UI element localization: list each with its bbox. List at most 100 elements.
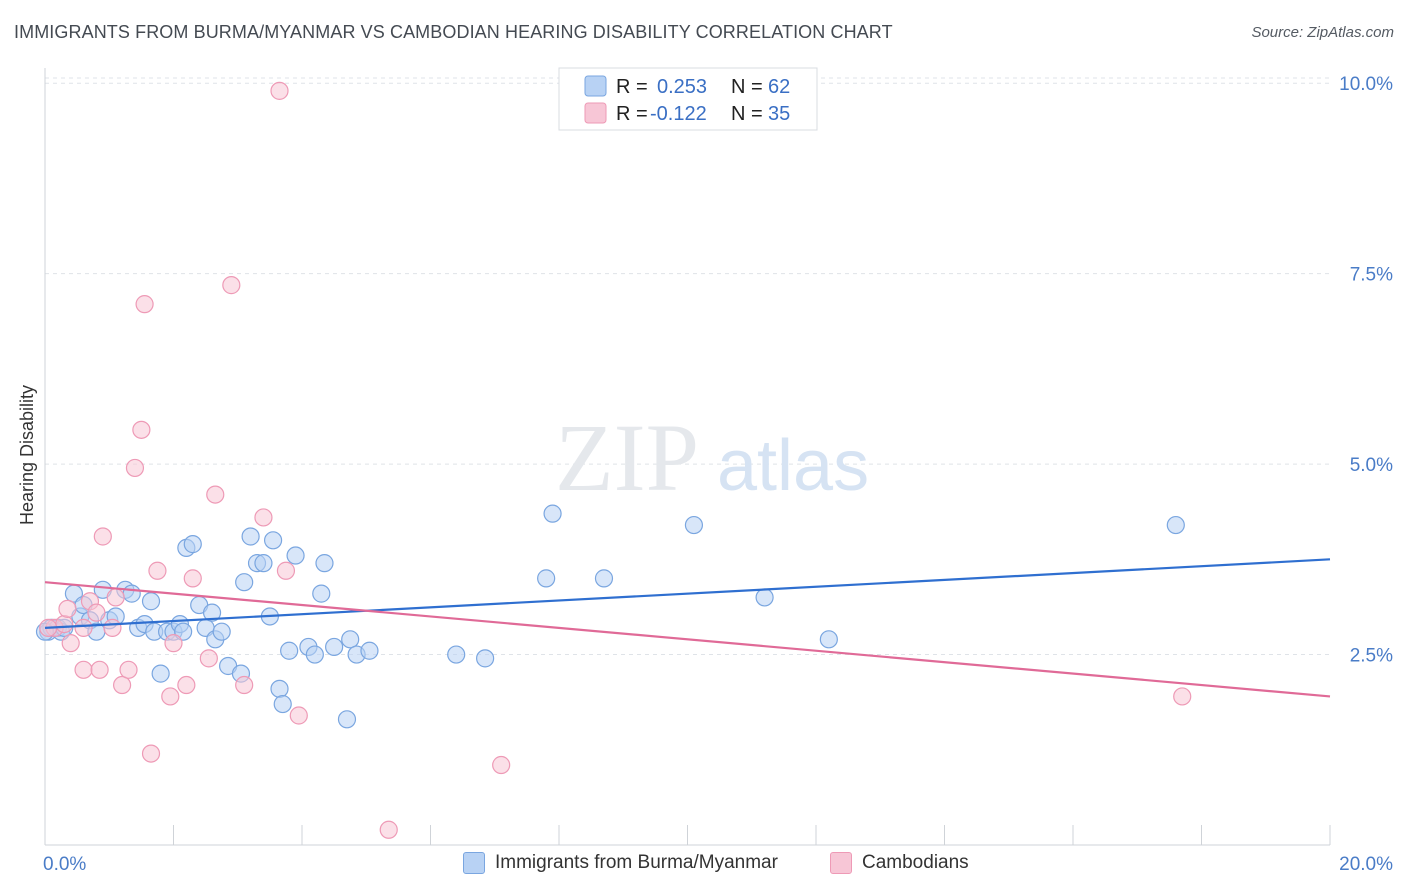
burma-point[interactable] [476, 649, 495, 668]
burma-point[interactable] [280, 641, 299, 660]
burma-point[interactable] [1166, 515, 1185, 535]
burma-point[interactable] [341, 630, 360, 649]
burma-point[interactable] [537, 569, 556, 588]
cambodian-point[interactable] [177, 675, 196, 695]
watermark-atlas: atlas [717, 426, 869, 506]
burma-point[interactable] [305, 645, 324, 664]
burma-point[interactable] [447, 645, 466, 664]
burma-point[interactable] [202, 603, 222, 622]
burma-point[interactable] [212, 622, 231, 641]
burma-point[interactable] [273, 694, 292, 714]
legend-r-label-1: R = [616, 76, 648, 98]
legend-n-label-1: N = [731, 76, 763, 98]
legend-r-label-2: R = [616, 103, 648, 125]
cambodian-point[interactable] [206, 485, 225, 504]
cambodian-point[interactable] [106, 588, 125, 607]
burma-point[interactable] [286, 546, 305, 565]
watermark-zip: ZIP [555, 404, 699, 511]
burma-point[interactable] [183, 535, 202, 554]
cambodian-point[interactable] [93, 527, 112, 546]
y-tick-label: 5.0% [1350, 455, 1393, 476]
cambodian-point[interactable] [289, 706, 308, 725]
source-credit: Source: ZipAtlas.com [1251, 24, 1394, 41]
burma-point[interactable] [312, 584, 331, 603]
burma-point[interactable] [263, 531, 283, 550]
cambodian-point[interactable] [132, 420, 151, 439]
grid-lines [45, 77, 1330, 656]
cambodian-point[interactable] [1173, 687, 1192, 706]
legend-n-value-2: 35 [768, 103, 790, 125]
cambodian-point[interactable] [141, 744, 161, 763]
series-legend: Immigrants from Burma/Myanmar Cambodians [0, 848, 1406, 878]
data-points [35, 81, 1192, 839]
legend-r-value-2: -0.122 [650, 103, 707, 125]
y-tick-label: 10.0% [1339, 74, 1393, 95]
cambodian-point[interactable] [58, 599, 77, 618]
cambodian-point[interactable] [135, 295, 154, 314]
legend-swatch-cambodians [830, 852, 852, 874]
trend-lines [44, 558, 1331, 698]
burma-point[interactable] [141, 592, 161, 611]
cambodian-point[interactable] [379, 820, 398, 839]
legend-item-cambodians[interactable]: Cambodians [830, 852, 969, 874]
burma-point[interactable] [254, 554, 273, 573]
tick-labels: 2.5% 5.0% 7.5% 10.0% 0.0% 20.0% [43, 74, 1393, 875]
burma-point[interactable] [755, 588, 774, 607]
cambodian-point[interactable] [254, 508, 273, 527]
cambodian-point[interactable] [125, 458, 145, 478]
burma-point[interactable] [337, 710, 357, 729]
legend-n-value-1: 62 [768, 76, 790, 98]
burma-point[interactable] [270, 679, 289, 698]
cambodian-point[interactable] [148, 561, 167, 580]
cambodian-point[interactable] [183, 569, 202, 588]
burma-point[interactable] [360, 641, 379, 660]
axes [44, 68, 1331, 846]
cambodian-point[interactable] [164, 634, 183, 653]
burma-point[interactable] [543, 504, 562, 523]
y-tick-label: 7.5% [1350, 265, 1393, 286]
cambodian-point[interactable] [222, 276, 241, 295]
x-tick-label-max: 20.0% [1339, 854, 1393, 875]
stats-legend: R = 0.253 N = 62 R = -0.122 N = 35 [558, 67, 818, 131]
legend-swatch-blue [584, 75, 607, 97]
burma-point[interactable] [819, 630, 838, 649]
legend-n-label-2: N = [731, 103, 763, 125]
cambodian-point[interactable] [61, 634, 80, 653]
cambodian-point[interactable] [119, 660, 138, 679]
cambodian-point[interactable] [90, 660, 109, 679]
legend-r-value-1: 0.253 [657, 76, 707, 98]
burma-point[interactable] [315, 554, 334, 573]
cambodian-point[interactable] [492, 755, 511, 775]
cambodian-trend-line [44, 581, 1331, 698]
cambodian-point[interactable] [235, 675, 254, 695]
burma-point[interactable] [684, 515, 704, 535]
cambodian-point[interactable] [87, 603, 106, 622]
legend-label-burma: Immigrants from Burma/Myanmar [495, 852, 778, 873]
cambodian-point[interactable] [112, 675, 132, 695]
chart-title: IMMIGRANTS FROM BURMA/MYANMAR VS CAMBODI… [14, 22, 893, 42]
x-tick-label-min: 0.0% [43, 854, 86, 875]
burma-trend-line [44, 558, 1331, 629]
burma-point[interactable] [122, 584, 141, 603]
burma-point[interactable] [594, 569, 614, 588]
y-axis-label: Hearing Disability [17, 385, 37, 525]
cambodian-point[interactable] [103, 618, 122, 637]
legend-item-burma[interactable]: Immigrants from Burma/Myanmar [463, 852, 778, 874]
burma-point[interactable] [325, 637, 344, 657]
legend-swatch-pink [584, 102, 607, 124]
cambodian-point[interactable] [74, 660, 93, 679]
legend-swatch-burma [463, 852, 485, 874]
cambodian-point[interactable] [74, 618, 93, 637]
cambodian-point[interactable] [161, 687, 180, 706]
y-tick-label: 2.5% [1350, 646, 1393, 667]
watermark: ZIP atlas [555, 404, 869, 511]
burma-point[interactable] [151, 664, 170, 683]
burma-point[interactable] [235, 573, 254, 592]
cambodian-point[interactable] [55, 614, 74, 634]
burma-point[interactable] [241, 527, 260, 546]
cambodian-point[interactable] [199, 649, 218, 668]
cambodian-point[interactable] [276, 561, 296, 580]
cambodian-point[interactable] [270, 81, 289, 100]
legend-label-cambodians: Cambodians [862, 852, 969, 873]
